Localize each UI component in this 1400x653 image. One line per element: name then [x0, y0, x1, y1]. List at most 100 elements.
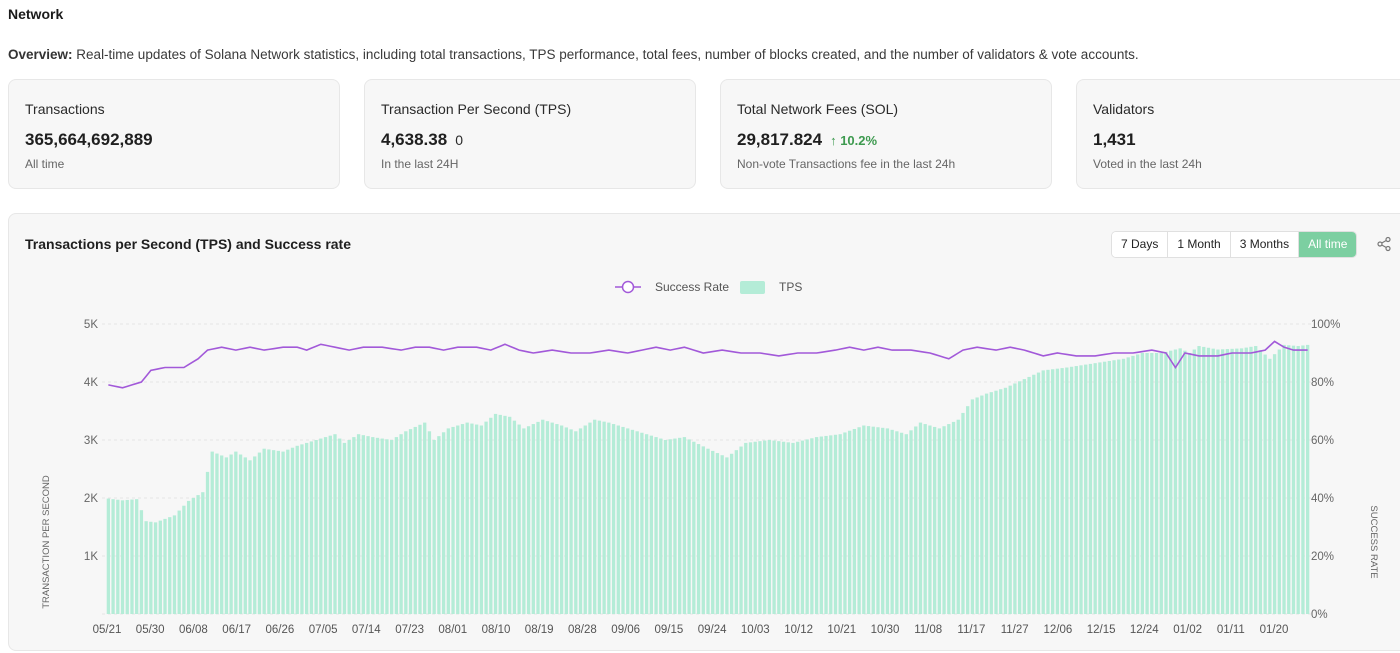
tps-bar[interactable] [956, 419, 960, 614]
tps-bar[interactable] [111, 499, 115, 614]
tps-bar[interactable] [951, 421, 956, 615]
tps-bar[interactable] [1244, 347, 1248, 614]
tps-bar[interactable] [800, 440, 805, 614]
tps-bar[interactable] [314, 440, 318, 614]
tps-bar[interactable] [711, 450, 715, 615]
tps-bar[interactable] [182, 505, 186, 614]
tps-bar[interactable] [574, 431, 578, 614]
tps-bar[interactable] [635, 431, 639, 614]
tps-bar[interactable] [153, 522, 158, 614]
tps-bar[interactable] [399, 434, 403, 614]
tps-bar[interactable] [805, 439, 809, 614]
tps-bar[interactable] [238, 454, 243, 615]
tps-bar[interactable] [857, 427, 861, 614]
tps-bar[interactable] [777, 441, 781, 614]
tps-bar[interactable] [555, 424, 559, 614]
tps-bar[interactable] [1065, 367, 1069, 615]
tps-bar[interactable] [229, 454, 233, 615]
tps-bar[interactable] [630, 429, 635, 614]
tps-bar[interactable] [1136, 354, 1140, 614]
tps-bar[interactable] [323, 437, 328, 614]
tps-bar[interactable] [106, 498, 111, 614]
tps-bar[interactable] [1183, 350, 1187, 614]
tps-bar[interactable] [267, 449, 271, 614]
legend-success-label[interactable]: Success Rate [655, 280, 729, 294]
tps-bar[interactable] [833, 434, 838, 614]
tps-bar[interactable] [1079, 365, 1083, 614]
tps-bar[interactable] [994, 390, 998, 614]
tps-bar[interactable] [970, 399, 975, 614]
tps-bar[interactable] [526, 426, 531, 614]
tps-bar[interactable] [829, 435, 833, 614]
tps-bar[interactable] [899, 432, 904, 614]
tps-bar[interactable] [668, 439, 672, 614]
tps-bar[interactable] [451, 426, 455, 614]
tps-bar[interactable] [338, 438, 342, 614]
tps-bar[interactable] [942, 426, 946, 614]
tps-bar[interactable] [1282, 344, 1286, 614]
tps-bar[interactable] [531, 424, 535, 614]
tps-bar[interactable] [1258, 350, 1263, 614]
tps-bar[interactable] [125, 499, 129, 614]
tps-bar[interactable] [885, 428, 890, 614]
tps-bar[interactable] [602, 421, 606, 614]
tps-bar[interactable] [366, 436, 370, 614]
tps-bar[interactable] [503, 415, 507, 614]
tps-bar[interactable] [1145, 353, 1149, 614]
tps-bar[interactable] [725, 457, 729, 614]
range-all-time-button[interactable]: All time [1299, 232, 1357, 257]
legend-success-marker[interactable] [621, 280, 635, 294]
tps-bar[interactable] [748, 442, 753, 614]
tps-bar[interactable] [404, 431, 408, 614]
tps-bar[interactable] [394, 437, 399, 614]
tps-bar[interactable] [583, 425, 587, 615]
tps-bar[interactable] [763, 440, 767, 614]
tps-bar[interactable] [215, 453, 219, 614]
tps-bar[interactable] [413, 426, 417, 614]
tps-bar[interactable] [1187, 353, 1192, 614]
tps-bar[interactable] [876, 427, 880, 614]
tps-bar[interactable] [201, 492, 205, 614]
tps-bar[interactable] [932, 426, 937, 614]
tps-bar[interactable] [1121, 358, 1126, 614]
tps-bar[interactable] [408, 429, 413, 615]
tps-bar[interactable] [559, 425, 564, 615]
tps-bar[interactable] [517, 424, 521, 614]
tps-bar[interactable] [1084, 364, 1088, 614]
tps-bar[interactable] [1036, 372, 1041, 614]
tps-bar[interactable] [545, 421, 550, 614]
tps-bar[interactable] [116, 499, 120, 614]
tps-bar[interactable] [347, 440, 351, 614]
tps-bar[interactable] [758, 441, 762, 614]
tps-bar[interactable] [319, 438, 323, 614]
tps-bar[interactable] [508, 416, 512, 614]
tps-bar[interactable] [479, 425, 484, 615]
tps-bar[interactable] [375, 437, 380, 614]
tps-bar[interactable] [1060, 368, 1064, 614]
tps-bar[interactable] [701, 446, 705, 614]
tps-bar[interactable] [696, 444, 701, 614]
tps-bar[interactable] [720, 455, 724, 614]
tps-bar[interactable] [673, 438, 677, 614]
tps-bar[interactable] [871, 426, 875, 614]
tps-bar[interactable] [810, 438, 814, 614]
tps-bar[interactable] [659, 438, 663, 614]
tps-bar[interactable] [1197, 346, 1201, 614]
tps-bar[interactable] [1254, 346, 1258, 614]
tps-bar[interactable] [607, 422, 611, 614]
tps-bar[interactable] [262, 448, 266, 614]
tps-bar[interactable] [328, 435, 332, 614]
tps-bar[interactable] [460, 424, 465, 614]
tps-bar[interactable] [243, 457, 247, 614]
tps-bar[interactable] [498, 414, 502, 614]
tps-bar[interactable] [1263, 354, 1267, 614]
tps-bar[interactable] [1074, 366, 1078, 614]
tps-bar[interactable] [1051, 369, 1055, 614]
tps-bar[interactable] [791, 442, 795, 614]
tps-bar[interactable] [1249, 346, 1253, 614]
tps-bar[interactable] [1225, 349, 1230, 614]
tps-bar[interactable] [1192, 349, 1196, 614]
tps-bar[interactable] [649, 435, 653, 614]
tps-bar[interactable] [715, 453, 720, 614]
tps-bar[interactable] [569, 429, 573, 614]
